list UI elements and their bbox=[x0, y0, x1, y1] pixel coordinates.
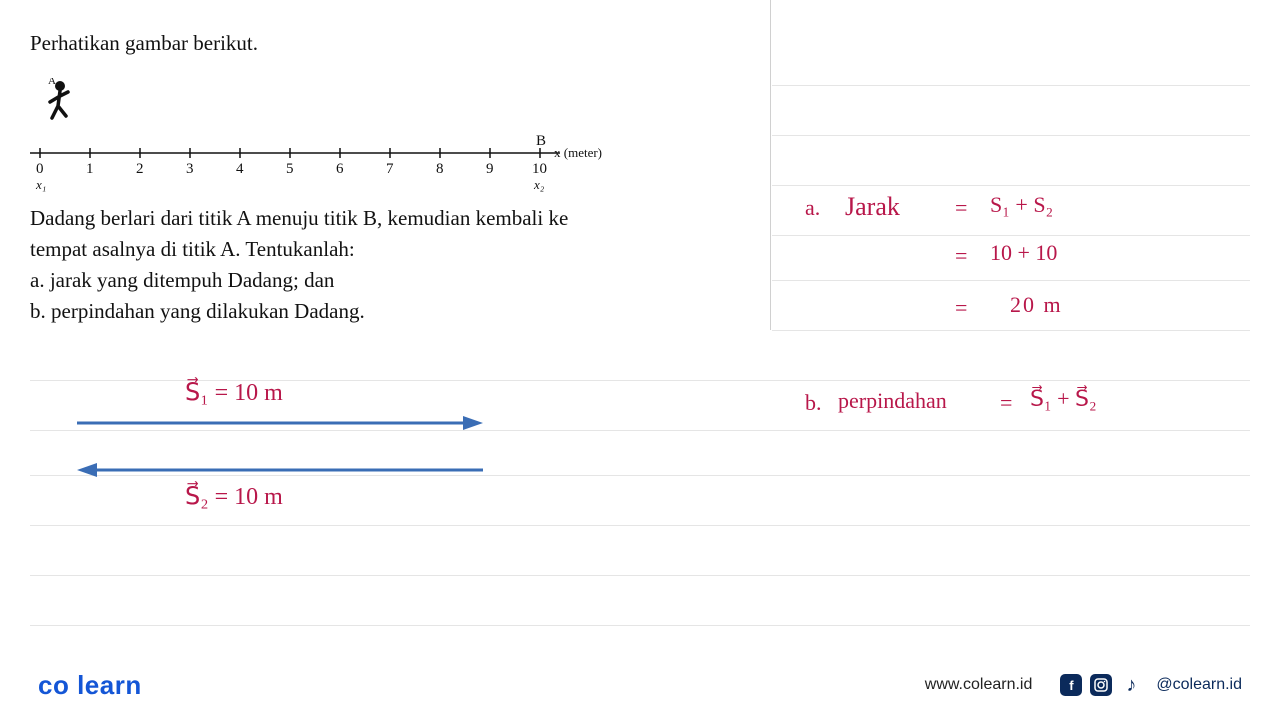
tiktok-icon: ♪ bbox=[1120, 674, 1142, 696]
equals-2: = bbox=[955, 243, 967, 269]
svg-text:2: 2 bbox=[136, 161, 144, 177]
answer-a-lhs: Jarak bbox=[845, 192, 900, 222]
footer-bar: co learn www.colearn.id f ♪ @colearn.id bbox=[0, 650, 1280, 720]
answer-a-rhs1: S₁ + S₂ bbox=[990, 192, 1053, 218]
rule-line bbox=[30, 625, 1250, 626]
s2-label: S⃗₂ = 10 m bbox=[185, 482, 283, 511]
svg-text:7: 7 bbox=[386, 161, 394, 177]
item-b: b. perpindahan yang dilakukan Dadang. bbox=[30, 299, 365, 323]
vertical-divider bbox=[770, 0, 771, 330]
rule-line bbox=[772, 235, 1250, 236]
rule-line bbox=[30, 575, 1250, 576]
svg-text:5: 5 bbox=[286, 161, 294, 177]
svg-text:6: 6 bbox=[336, 161, 344, 177]
svg-text:10: 10 bbox=[532, 161, 547, 177]
rule-line bbox=[772, 85, 1250, 86]
equals-3: = bbox=[955, 295, 967, 321]
logo-learn: learn bbox=[77, 670, 142, 700]
svg-text:0: 0 bbox=[36, 161, 44, 177]
arrow-s1 bbox=[75, 415, 485, 435]
svg-text:x₁: x₁ bbox=[35, 177, 46, 192]
body-line-1: Dadang berlari dari titik A menuju titik… bbox=[30, 206, 568, 230]
number-line-diagram: 0 1 2 3 4 5 6 7 8 9 10 B x (meter) x₁ x₂ bbox=[30, 75, 620, 195]
answer-a-rhs2: 10 + 10 bbox=[990, 240, 1057, 266]
s1-label: S⃗₁ = 10 m bbox=[185, 378, 283, 407]
svg-text:9: 9 bbox=[486, 161, 494, 177]
item-a: a. jarak yang ditempuh Dadang; dan bbox=[30, 268, 334, 292]
svg-text:x (meter): x (meter) bbox=[554, 145, 602, 160]
equals-b: = bbox=[1000, 390, 1012, 416]
logo-co: co bbox=[38, 670, 69, 700]
answer-a-prefix: a. bbox=[805, 195, 820, 221]
rule-line bbox=[772, 280, 1250, 281]
svg-text:8: 8 bbox=[436, 161, 444, 177]
svg-text:4: 4 bbox=[236, 161, 244, 177]
rule-line bbox=[772, 135, 1250, 136]
answer-a-rhs3: 20 m bbox=[1010, 292, 1063, 318]
colearn-logo: co learn bbox=[38, 670, 142, 701]
svg-text:x₂: x₂ bbox=[533, 177, 545, 192]
site-url: www.colearn.id bbox=[925, 676, 1033, 694]
arrow-s2 bbox=[75, 462, 485, 482]
rule-line bbox=[772, 330, 1250, 331]
rule-line bbox=[30, 525, 1250, 526]
instagram-icon bbox=[1090, 674, 1112, 696]
facebook-icon: f bbox=[1060, 674, 1082, 696]
social-handle: @colearn.id bbox=[1156, 676, 1242, 694]
answer-b-prefix: b. bbox=[805, 390, 822, 416]
svg-text:3: 3 bbox=[186, 161, 194, 177]
rule-line bbox=[772, 185, 1250, 186]
answer-b-lhs: perpindahan bbox=[838, 388, 947, 414]
social-icons: f ♪ @colearn.id bbox=[1060, 674, 1242, 696]
problem-body: Dadang berlari dari titik A menuju titik… bbox=[30, 203, 770, 327]
problem-intro: Perhatikan gambar berikut. bbox=[30, 28, 770, 58]
svg-text:B: B bbox=[536, 133, 546, 149]
svg-text:1: 1 bbox=[86, 161, 94, 177]
body-line-2: tempat asalnya di titik A. Tentukanlah: bbox=[30, 237, 355, 261]
equals-1: = bbox=[955, 195, 967, 221]
answer-b-rhs: S⃗₁ + S⃗₂ bbox=[1030, 386, 1097, 412]
